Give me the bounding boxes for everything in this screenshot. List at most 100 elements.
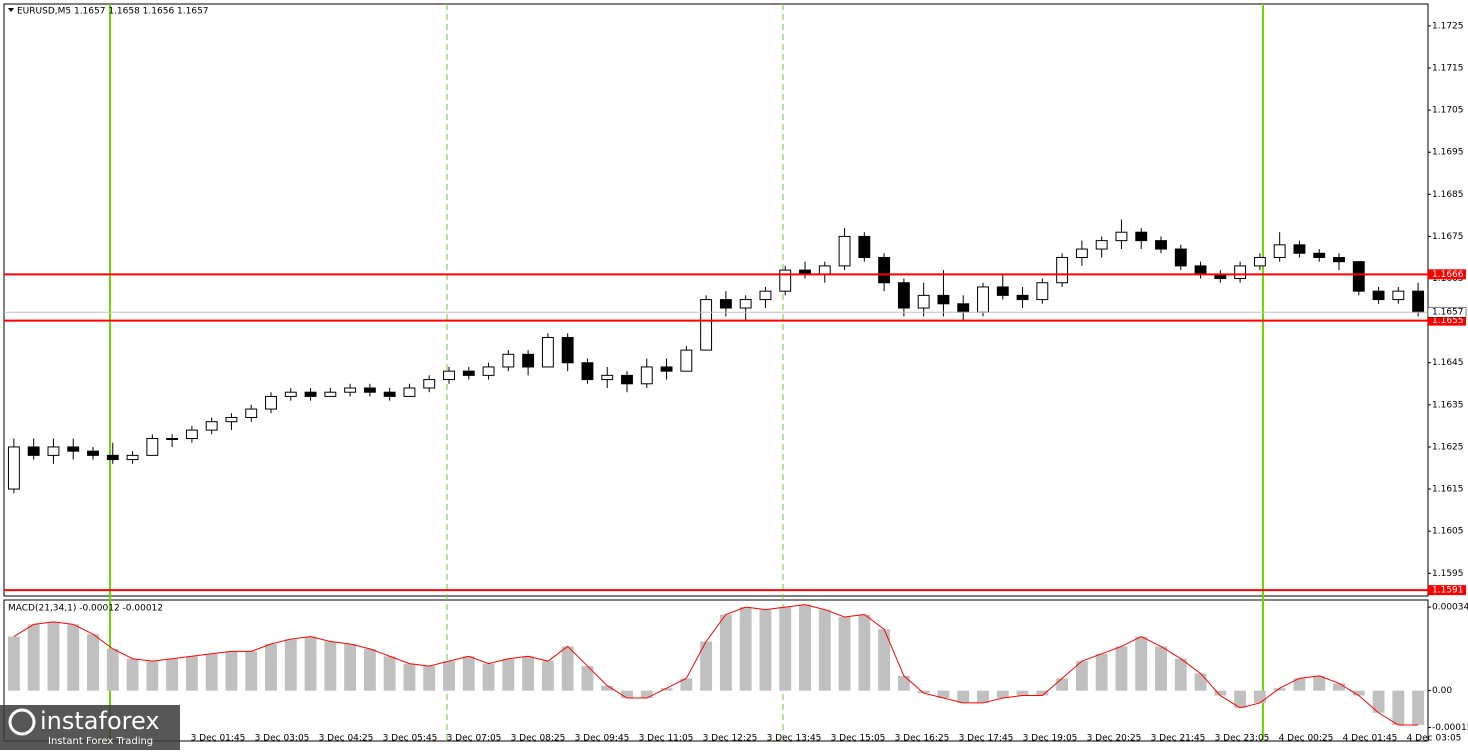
candle-body [443, 370, 455, 381]
y-tick-label: 1.1715 [1432, 64, 1464, 74]
macd-bar [818, 609, 831, 691]
x-tick-label: 3 Dec 20:25 [1087, 734, 1142, 744]
candle-body [680, 349, 693, 372]
candle-body [719, 299, 732, 309]
macd-bar [858, 614, 871, 691]
candle-body [7, 446, 20, 490]
y-tick-label: 1.1695 [1432, 148, 1464, 158]
candle-body [1036, 282, 1049, 301]
candle-body [245, 408, 258, 418]
x-tick-label: 3 Dec 09:45 [575, 734, 630, 744]
candle-body [1234, 265, 1247, 280]
macd-bar [106, 648, 119, 691]
menu-arrow [8, 8, 14, 12]
macd-bar [680, 678, 693, 691]
x-tick-label: 3 Dec 07:05 [447, 734, 502, 744]
macd-bar [1313, 675, 1326, 691]
macd-title: MACD(21,34,1) -0.00012 -0.00012 [8, 604, 163, 614]
x-tick-label: 3 Dec 13:45 [767, 734, 822, 744]
macd-bar [581, 666, 594, 691]
candle-body [561, 336, 574, 364]
candle-body [423, 379, 436, 389]
macd-bar [304, 636, 317, 691]
x-tick-label: 3 Dec 01:45 [191, 734, 246, 744]
candle-body [818, 265, 831, 275]
candle-body [838, 235, 851, 267]
candle-body [166, 438, 179, 441]
candle-body [304, 391, 317, 397]
macd-bar [1174, 658, 1187, 691]
candle-body [1115, 231, 1128, 242]
candle-body [87, 450, 99, 456]
candle-body [1075, 248, 1088, 258]
macd-bar [1392, 690, 1405, 726]
macd-bar [759, 609, 772, 691]
candle-body [640, 366, 653, 385]
macd-bar [443, 661, 455, 691]
candle-body [1313, 252, 1326, 258]
macd-bar [344, 643, 357, 691]
level-label-bg [1428, 585, 1466, 596]
y-tick-label: -0.00015 [1432, 723, 1468, 733]
macd-bar [403, 663, 416, 691]
x-tick-label: 3 Dec 03:05 [255, 734, 310, 744]
x-tick-label: 3 Dec 11:05 [639, 734, 694, 744]
candle-body [482, 366, 495, 376]
logo-icon [8, 708, 36, 736]
candle-body [1352, 261, 1365, 292]
candle-body [47, 446, 60, 456]
macd-bar [185, 656, 198, 691]
macd-bar [27, 624, 40, 691]
candle-body [383, 391, 396, 397]
macd-bar [1352, 690, 1365, 696]
y-tick-label: 1.1635 [1432, 400, 1464, 410]
y-tick-label: 1.1685 [1432, 190, 1464, 200]
candle-body [1174, 248, 1187, 267]
macd-bar [838, 616, 851, 691]
x-tick-label: 4 Dec 01:45 [1343, 734, 1398, 744]
y-tick-label: 1.1595 [1432, 569, 1464, 579]
candle-body [1194, 265, 1207, 275]
y-tick-label: 1.1675 [1432, 232, 1464, 242]
macd-bar [1253, 690, 1266, 703]
candle-body [541, 336, 554, 368]
macd-bar [878, 629, 891, 691]
x-tick-label: 3 Dec 04:25 [319, 734, 374, 744]
x-tick-label: 3 Dec 12:25 [703, 734, 758, 744]
macd-bar [719, 614, 732, 691]
current-price-bg [1427, 306, 1467, 318]
candle-body [185, 429, 198, 440]
level-label-bg [1428, 315, 1466, 326]
macd-bar [502, 658, 515, 691]
candle-body [462, 370, 475, 376]
macd-bar [423, 666, 436, 691]
macd-bar [225, 651, 238, 691]
candle-body [759, 290, 772, 301]
candle-body [996, 286, 1009, 296]
macd-bar [561, 646, 574, 691]
candle-body [1135, 231, 1148, 242]
macd-bar [1214, 690, 1227, 696]
candle-body [1016, 294, 1029, 301]
candle-body [225, 416, 238, 423]
candle-body [27, 446, 40, 456]
macd-bar [996, 690, 1009, 699]
macd-bar [1016, 690, 1029, 696]
macd-bar [363, 648, 376, 691]
candle-body [1273, 244, 1286, 258]
macd-bar [166, 658, 179, 691]
current-price-label: 1.1657 [1432, 308, 1464, 318]
x-tick-label: 3 Dec 23:05 [1215, 734, 1270, 744]
candle-body [324, 391, 337, 397]
candle-body [878, 256, 891, 284]
y-tick-label: 1.1625 [1432, 442, 1464, 452]
macd-bar [462, 656, 475, 691]
candle-body [1372, 290, 1385, 301]
x-tick-label: 3 Dec 16:25 [895, 734, 950, 744]
macd-bar [621, 690, 633, 699]
candle-body [897, 282, 910, 309]
candle-body [621, 374, 633, 385]
candle-body [67, 446, 80, 452]
